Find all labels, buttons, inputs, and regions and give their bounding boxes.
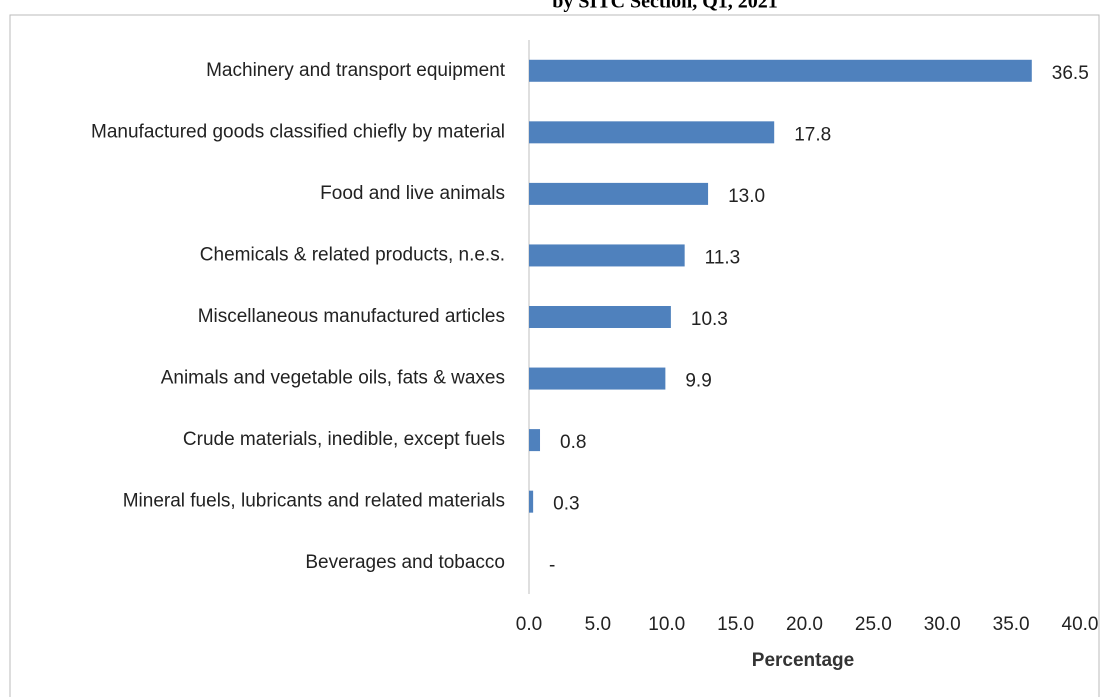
y-tick-label: Mineral fuels, lubricants and related ma…: [123, 491, 505, 512]
y-tick-label: Chemicals & related products, n.e.s.: [200, 244, 505, 265]
y-tick-label: Crude materials, inedible, except fuels: [183, 429, 505, 450]
data-label: 10.3: [691, 309, 728, 330]
bar: [529, 244, 685, 267]
data-label: 36.5: [1052, 63, 1089, 84]
x-tick-label: 30.0: [924, 614, 961, 635]
x-tick-label: 20.0: [786, 614, 823, 635]
x-tick-label: 40.0: [1062, 614, 1099, 635]
y-tick-label: Food and live animals: [320, 183, 505, 204]
y-tick-label: Miscellaneous manufactured articles: [198, 306, 505, 327]
data-label: 0.3: [553, 494, 579, 515]
data-label: -: [549, 555, 555, 576]
data-label: 0.8: [560, 432, 586, 453]
chart-title: by SITC Section, Q1, 2021: [552, 0, 778, 13]
x-tick-label: 0.0: [516, 614, 542, 635]
x-axis-title: Percentage: [752, 650, 854, 671]
bar: [529, 367, 666, 390]
y-tick-label: Beverages and tobacco: [305, 552, 505, 573]
bar: [529, 182, 709, 205]
bar: [529, 306, 671, 328]
x-tick-label: 5.0: [585, 614, 611, 635]
x-tick-label: 35.0: [993, 614, 1030, 635]
x-tick-label: 25.0: [855, 614, 892, 635]
y-tick-label: Animals and vegetable oils, fats & waxes: [161, 368, 505, 389]
bar: [529, 490, 534, 513]
data-label: 13.0: [728, 186, 765, 207]
chart-frame: [9, 14, 1100, 697]
data-label: 17.8: [794, 124, 831, 145]
data-label: 11.3: [705, 247, 741, 268]
bar: [529, 59, 1032, 82]
y-tick-label: Machinery and transport equipment: [206, 60, 506, 81]
x-tick-label: 15.0: [717, 614, 754, 635]
x-tick-label: 10.0: [648, 614, 685, 635]
y-tick-label: Manufactured goods classified chiefly by…: [91, 121, 505, 142]
bar: [529, 121, 775, 144]
data-label: 9.9: [685, 371, 711, 392]
bar: [529, 429, 541, 452]
